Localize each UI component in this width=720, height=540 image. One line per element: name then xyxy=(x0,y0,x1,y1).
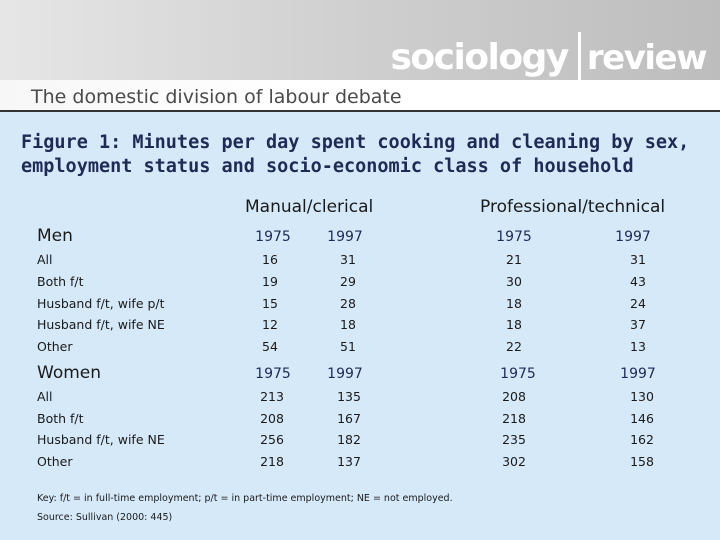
table-cell: 19 xyxy=(262,274,278,289)
row-label: Husband f/t, wife p/t xyxy=(37,296,165,311)
table-cell: 15 xyxy=(262,296,278,311)
year-header: 1975 xyxy=(496,229,532,245)
row-label: Husband f/t, wife NE xyxy=(37,317,165,332)
table-cell: 18 xyxy=(506,317,522,332)
year-header: 1997 xyxy=(327,229,363,245)
year-header: 1997 xyxy=(620,366,656,382)
table-cell: 31 xyxy=(340,252,356,267)
year-header: 1975 xyxy=(255,366,291,382)
row-label: All xyxy=(37,389,53,404)
year-header: 1975 xyxy=(500,366,536,382)
table-cell: 16 xyxy=(262,252,278,267)
year-header: 1997 xyxy=(327,366,363,382)
table-cell: 208 xyxy=(260,411,284,426)
table-cell: 162 xyxy=(630,432,654,447)
row-label: Both f/t xyxy=(37,411,84,426)
table-cell: 28 xyxy=(340,296,356,311)
figure-title-line-1: Figure 1: Minutes per day spent cooking … xyxy=(21,132,690,153)
row-label: Other xyxy=(37,339,73,354)
table-cell: 235 xyxy=(502,432,526,447)
subtitle-bar: The domestic division of labour debate xyxy=(0,80,720,112)
logo-word-review: review xyxy=(586,38,708,78)
table-cell: 43 xyxy=(630,274,646,289)
row-label: Other xyxy=(37,454,73,469)
page-subtitle: The domestic division of labour debate xyxy=(31,86,402,108)
year-header: 1997 xyxy=(615,229,651,245)
table-cell: 256 xyxy=(260,432,284,447)
table-cell: 218 xyxy=(260,454,284,469)
table-cell: 137 xyxy=(337,454,361,469)
table-cell: 30 xyxy=(506,274,522,289)
table-cell: 18 xyxy=(506,296,522,311)
table-cell: 167 xyxy=(337,411,361,426)
header-banner: sociology review xyxy=(0,0,720,84)
table-cell: 182 xyxy=(337,432,361,447)
table-cell: 302 xyxy=(502,454,526,469)
group-heading-professional-technical: Professional/technical xyxy=(480,197,666,217)
figure-title-line-2: employment status and socio-economic cla… xyxy=(21,156,634,177)
table-cell: 158 xyxy=(630,454,654,469)
section-heading-women: Women xyxy=(37,363,102,383)
table-cell: 13 xyxy=(630,339,646,354)
table-cell: 51 xyxy=(340,339,356,354)
table-cell: 213 xyxy=(260,389,284,404)
year-header: 1975 xyxy=(255,229,291,245)
row-label: Husband f/t, wife NE xyxy=(37,432,165,447)
table-cell: 24 xyxy=(630,296,646,311)
table-cell: 37 xyxy=(630,317,646,332)
table-cell: 12 xyxy=(262,317,278,332)
table-cell: 31 xyxy=(630,252,646,267)
table-cell: 146 xyxy=(630,411,654,426)
table-cell: 218 xyxy=(502,411,526,426)
row-label: All xyxy=(37,252,53,267)
logo-word-sociology: sociology xyxy=(390,37,569,78)
table-cell: 18 xyxy=(340,317,356,332)
sociology-review-logo: sociology review xyxy=(390,26,708,84)
section-heading-men: Men xyxy=(37,226,73,246)
table-cell: 208 xyxy=(502,389,526,404)
table-cell: 29 xyxy=(340,274,356,289)
table-cell: 130 xyxy=(630,389,654,404)
key-note: Key: f/t = in full-time employment; p/t … xyxy=(37,493,453,504)
table-cell: 21 xyxy=(506,252,522,267)
group-heading-manual-clerical: Manual/clerical xyxy=(245,197,374,217)
table-cell: 135 xyxy=(337,389,361,404)
source-note: Source: Sullivan (2000: 445) xyxy=(37,512,173,523)
table-cell: 54 xyxy=(262,339,278,354)
row-label: Both f/t xyxy=(37,274,84,289)
logo-divider xyxy=(577,32,581,84)
table-cell: 22 xyxy=(506,339,522,354)
figure-title: Figure 1: Minutes per day spent cooking … xyxy=(21,131,711,179)
